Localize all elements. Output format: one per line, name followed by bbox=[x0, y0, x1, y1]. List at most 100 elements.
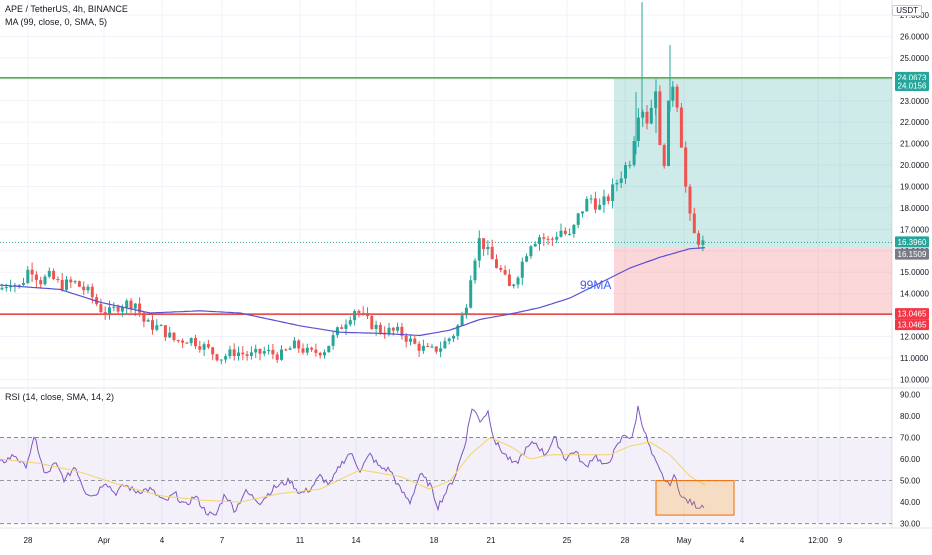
candle-body bbox=[585, 198, 589, 212]
time-tick-label: 11 bbox=[296, 536, 305, 545]
candle bbox=[482, 238, 486, 256]
candle bbox=[641, 109, 645, 127]
candle bbox=[99, 298, 103, 314]
candle bbox=[585, 196, 589, 212]
candle bbox=[675, 84, 679, 113]
time-tick-label: 12:00 bbox=[808, 536, 829, 545]
candle bbox=[439, 341, 443, 358]
candle bbox=[47, 267, 51, 279]
candle bbox=[206, 339, 210, 350]
price-tag-take-profit: 24.0156 bbox=[895, 79, 929, 91]
candle bbox=[624, 161, 627, 185]
candle bbox=[95, 293, 99, 307]
candle-body bbox=[348, 320, 352, 325]
candle-body bbox=[516, 277, 520, 285]
candle bbox=[288, 346, 292, 350]
candle-body bbox=[391, 327, 395, 331]
candle-body bbox=[138, 303, 142, 313]
rsi-tick-label: 90.00 bbox=[900, 390, 921, 399]
candle bbox=[138, 297, 142, 317]
candle bbox=[224, 353, 228, 364]
price-tick-label: 23.0000 bbox=[900, 97, 929, 106]
candle bbox=[701, 235, 705, 252]
candle bbox=[486, 240, 490, 256]
price-tag-bg bbox=[895, 248, 929, 260]
candle bbox=[232, 343, 236, 361]
candle bbox=[168, 326, 172, 339]
candle bbox=[292, 337, 296, 349]
candle bbox=[142, 311, 146, 328]
candle bbox=[400, 322, 404, 340]
candle bbox=[219, 359, 223, 365]
currency-button[interactable]: USDT bbox=[892, 5, 922, 16]
candle bbox=[237, 346, 240, 361]
price-tag-label: 16.3960 bbox=[898, 238, 927, 247]
candle-body bbox=[245, 354, 249, 356]
candle bbox=[568, 228, 572, 236]
candle-body bbox=[486, 246, 490, 250]
candle-body bbox=[232, 349, 236, 357]
candle-body bbox=[546, 238, 550, 240]
candle bbox=[409, 334, 412, 346]
candle bbox=[628, 160, 632, 169]
candle-body bbox=[125, 300, 129, 308]
candle bbox=[503, 265, 507, 276]
candle-body bbox=[26, 269, 30, 283]
candle-body bbox=[649, 107, 653, 124]
candle bbox=[495, 254, 498, 269]
candle-body bbox=[559, 230, 563, 237]
candle bbox=[155, 319, 159, 332]
candle-body bbox=[692, 213, 696, 234]
price-tag-label: 13.0465 bbox=[898, 321, 927, 330]
candle bbox=[305, 343, 309, 356]
candle-body bbox=[163, 325, 167, 338]
price-tag-ma-value: 16.1509 bbox=[895, 248, 929, 260]
time-tick-label: 14 bbox=[352, 536, 361, 545]
candle-body bbox=[542, 237, 546, 239]
candle-body bbox=[90, 286, 94, 298]
candle bbox=[632, 136, 636, 168]
candle bbox=[490, 239, 494, 260]
time-tick-label: 7 bbox=[220, 536, 225, 545]
price-tick-label: 11.0000 bbox=[900, 354, 929, 363]
candle-body bbox=[335, 327, 339, 336]
candle bbox=[662, 143, 666, 169]
candle-body bbox=[632, 141, 636, 165]
candle-body bbox=[0, 287, 4, 290]
rsi-tick-label: 30.00 bbox=[900, 520, 921, 529]
price-tick-label: 12.0000 bbox=[900, 333, 929, 342]
rsi-tick-label: 40.00 bbox=[900, 498, 921, 507]
candle bbox=[434, 346, 438, 355]
candle bbox=[460, 311, 464, 327]
candle-body bbox=[456, 325, 460, 336]
time-tick-label: 25 bbox=[563, 536, 572, 545]
candle-body bbox=[464, 307, 468, 316]
symbol-legend: APE / TetherUS, 4h, BINANCE bbox=[5, 4, 128, 14]
candle bbox=[172, 332, 176, 342]
candle-body bbox=[34, 274, 38, 281]
candle-body bbox=[697, 233, 701, 245]
rsi-line bbox=[0, 405, 705, 516]
candle-body bbox=[645, 111, 649, 124]
candle-body bbox=[271, 349, 275, 355]
candle bbox=[589, 194, 593, 204]
candle-body bbox=[366, 313, 369, 317]
candle-body bbox=[460, 315, 464, 326]
candle bbox=[430, 344, 434, 349]
candle bbox=[198, 340, 202, 353]
candle bbox=[563, 227, 567, 236]
price-tick-label: 18.0000 bbox=[900, 204, 929, 213]
candle bbox=[353, 309, 357, 326]
candle-body bbox=[258, 348, 262, 354]
candle-body bbox=[520, 261, 524, 278]
candle-body bbox=[146, 320, 150, 322]
candle bbox=[77, 280, 81, 288]
candle bbox=[241, 346, 245, 361]
candle bbox=[310, 346, 314, 353]
candle-body bbox=[340, 327, 344, 329]
candle bbox=[443, 337, 447, 349]
candle-body bbox=[60, 279, 64, 290]
candle bbox=[211, 346, 215, 361]
